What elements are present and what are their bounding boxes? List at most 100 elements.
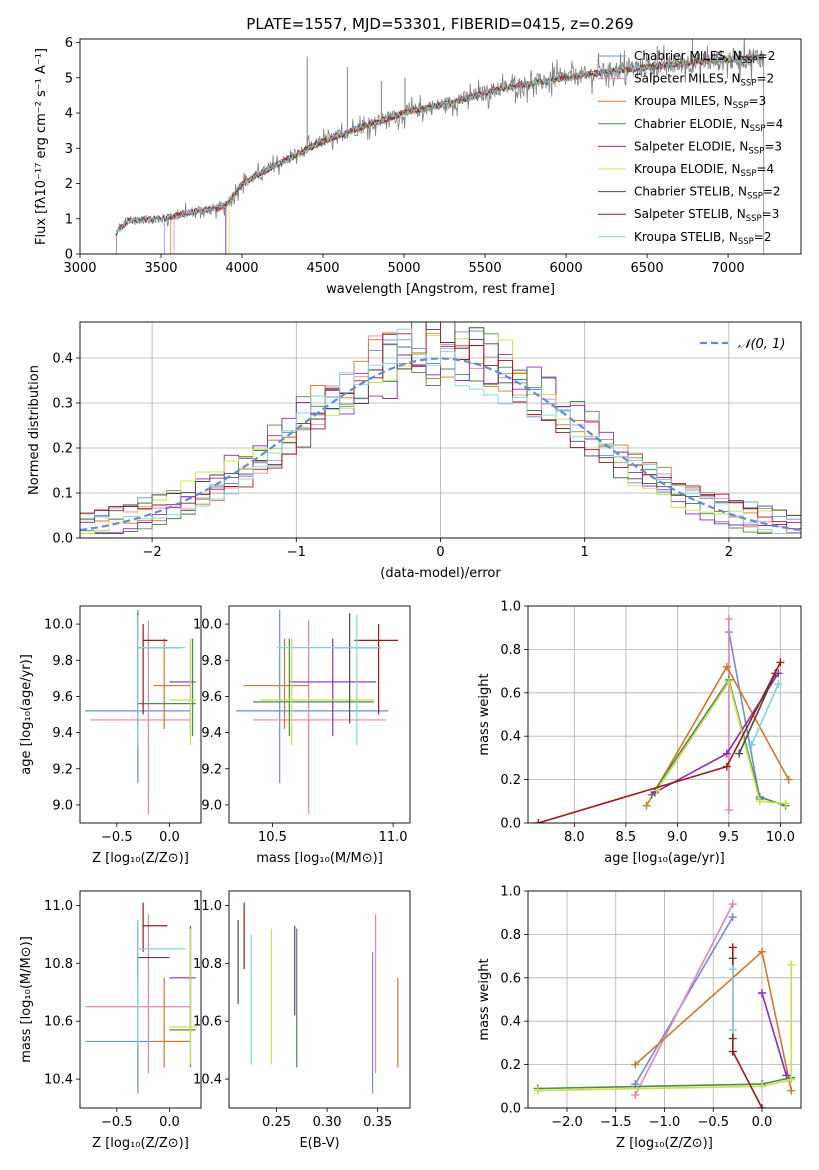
errorbar-point <box>169 638 196 737</box>
weight-point-marker <box>722 762 731 771</box>
y-tick-label: 9.0 <box>52 798 73 813</box>
y-tick-label: 10.8 <box>44 957 73 972</box>
x-tick-label: −0.5 <box>101 830 133 845</box>
y-tick-label: 9.4 <box>52 726 73 741</box>
y-tick-label: 0.4 <box>500 1015 521 1030</box>
spectrum-frame <box>79 38 802 255</box>
x-tick-label: −1.0 <box>649 1115 681 1130</box>
weight-point-marker <box>787 1075 796 1084</box>
y-tick-label: 0.6 <box>500 686 521 701</box>
y-tick-label: 0.4 <box>500 730 521 745</box>
x-tick-label: 0.0 <box>159 1115 180 1130</box>
errorbar-point <box>137 638 196 737</box>
age_vs_mass-plot-area <box>236 609 398 814</box>
x-tick-label: 10.0 <box>766 830 795 845</box>
y-tick-label: 3 <box>65 142 73 157</box>
spectrum-xlabel: wavelength [Angstrom, rest frame] <box>326 282 555 297</box>
weight-point-marker <box>787 1086 796 1095</box>
legend-label: 𝒩(0, 1) <box>738 337 785 352</box>
weight-point-marker <box>728 900 737 909</box>
errorbar-point <box>236 609 389 784</box>
mass_vs_Z-frame <box>79 890 202 1109</box>
weight_vs_age-xlabel: age [log₁₀(age/yr)] <box>604 851 725 866</box>
x-tick-label: 0 <box>436 545 444 560</box>
weight-series-line <box>761 992 788 1076</box>
weight-point-marker <box>728 943 737 952</box>
x-tick-label: 8.0 <box>564 830 585 845</box>
y-tick-label: 9.8 <box>201 654 222 669</box>
weight-series-line <box>634 903 734 1096</box>
x-tick-label: −0.5 <box>101 1115 133 1130</box>
mass_vs_Z-axes: −0.5 0.0 10.4 10.6 10.8 11.0 Z [log₁₀(Z/Z⊙)] ma… <box>19 890 202 1151</box>
weight-point-marker <box>534 819 543 823</box>
x-tick-label: 6000 <box>550 261 583 276</box>
residual-histogram <box>80 339 801 534</box>
weight-point-marker <box>722 662 731 671</box>
age_vs_Z-ylabel: age [log₁₀(age/yr)] <box>19 654 34 775</box>
weight-point-marker <box>728 913 737 922</box>
x-tick-label: −2 <box>143 545 162 560</box>
legend-label: Kroupa STELIB, NSSP=2 <box>634 230 772 247</box>
gaussian-reference-line <box>80 357 801 532</box>
mass_vs_Z-xlabel: Z [log₁₀(Z/Z⊙)] <box>92 1136 189 1151</box>
age_vs_Z-frame <box>79 605 202 824</box>
weight-point-marker <box>758 1104 766 1108</box>
weight-point-marker <box>724 805 733 814</box>
y-tick-label: 9.6 <box>52 690 73 705</box>
weight-point-marker <box>631 1060 640 1069</box>
residual-histogram <box>80 346 801 534</box>
errorbar-point <box>169 925 196 1030</box>
weight-point-marker <box>728 1025 737 1034</box>
y-tick-label: 1.0 <box>500 600 521 615</box>
residuals-plot-area <box>80 322 801 534</box>
errorbar-point <box>137 919 186 1045</box>
weight_vs_Z-axes: −2.0 −1.5 −1.0 −0.5 0.0 0.0 0.2 0.4 0.6 0.8 1.0 Z [… <box>477 885 802 1151</box>
x-tick-label: 9.0 <box>667 830 688 845</box>
errorbar-point <box>153 977 189 1068</box>
y-tick-label: 5 <box>65 71 73 86</box>
y-tick-label: 10.0 <box>193 618 222 633</box>
weight-series-line <box>738 672 776 754</box>
x-tick-label: 0.35 <box>363 1115 392 1130</box>
weight-point-marker <box>787 960 796 969</box>
weight-point-marker <box>784 775 793 784</box>
errorbar-point <box>253 620 386 814</box>
y-tick-label: 0.2 <box>500 773 521 788</box>
y-tick-label: 0.0 <box>52 532 73 547</box>
residuals-xlabel: (data-model)/error <box>380 566 501 581</box>
errorbar-point <box>289 638 377 737</box>
errorbar-point <box>243 638 309 729</box>
errorbar-point <box>90 620 191 814</box>
y-tick-label: 10.4 <box>193 1073 222 1088</box>
weight-point-marker <box>722 749 731 758</box>
y-tick-label: 0.2 <box>500 1058 521 1073</box>
weight-point-marker <box>755 797 764 806</box>
legend-label: Salpeter MILES, NSSP=2 <box>634 72 774 89</box>
x-tick-label: 0.0 <box>752 1115 773 1130</box>
y-tick-label: 9.6 <box>201 690 222 705</box>
mass_vs_Z-ylabel: mass [log₁₀(M/M⊙)] <box>19 936 34 1063</box>
y-tick-label: 0.2 <box>52 442 73 457</box>
x-tick-label: 3500 <box>144 261 177 276</box>
x-tick-label: 7000 <box>712 261 745 276</box>
weight-series-line <box>537 964 793 1092</box>
weight_vs_Z-ylabel: mass weight <box>477 958 492 1040</box>
weight-point-marker <box>728 1047 737 1056</box>
weight-point-marker <box>533 1086 542 1095</box>
x-tick-label: 0.25 <box>262 1115 291 1130</box>
residuals-axes: −2 −1 0 1 2 0.0 0.1 0.2 0.3 0.4 (data-model)/error… <box>27 321 802 581</box>
legend-label: Salpeter STELIB, NSSP=3 <box>634 207 779 224</box>
y-tick-label: 10.0 <box>44 618 73 633</box>
mass_vs_EBV-plot-area <box>237 902 399 1094</box>
weight-series-line <box>656 680 786 805</box>
weight-series-line <box>750 683 780 746</box>
age_vs_Z-plot-area <box>85 609 196 814</box>
x-tick-label: 1 <box>581 545 589 560</box>
y-tick-label: 0.1 <box>52 487 73 502</box>
x-tick-label: 6500 <box>631 261 664 276</box>
y-tick-label: 6 <box>65 36 73 51</box>
weight-point-marker <box>774 680 783 689</box>
x-tick-label: −1.5 <box>600 1115 632 1130</box>
figure-title: PLATE=1557, MJD=53301, FIBERID=0415, z=0… <box>246 15 633 33</box>
